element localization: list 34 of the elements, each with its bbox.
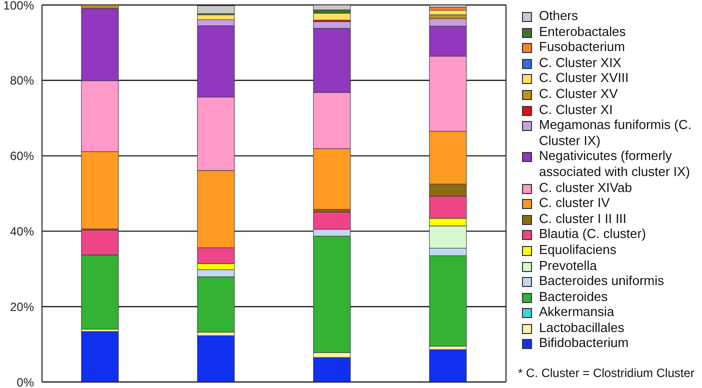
y-tick-label: 80%	[10, 74, 34, 88]
legend-label: Blautia (C. cluster)	[539, 226, 646, 242]
legend-label: C. Cluster XVIII	[539, 70, 629, 86]
y-tick-label: 40%	[10, 224, 34, 238]
bar	[429, 5, 467, 8]
bar	[313, 5, 351, 10]
bar	[429, 10, 467, 16]
legend-label: C. cluster IV	[539, 195, 610, 211]
legend-label: Bacteroides	[539, 288, 608, 304]
bar	[81, 331, 119, 382]
legend-label: Bacteroides uniformis	[539, 273, 664, 289]
y-tick-label: 20%	[10, 300, 34, 314]
text: * C. Cluster = Clostridium Cluster	[518, 366, 694, 380]
legend-label: C. Cluster XV	[539, 86, 618, 102]
legend-label: Others	[539, 8, 578, 24]
legend-label: Akkermansia	[539, 304, 614, 320]
legend-label: C. cluster XIVab	[539, 180, 632, 196]
bar	[313, 357, 351, 382]
legend-label: Megamonas funiformis (C. Cluster IX)	[539, 117, 692, 148]
y-tick-label: 100%	[3, 0, 34, 12]
y-tick-label: 60%	[10, 149, 34, 164]
legend-label: Equolifaciens	[539, 242, 616, 258]
legend-label: Prevotella	[539, 258, 597, 274]
y-tick-label: 0%	[16, 375, 34, 388]
legend-label: C. Cluster XI	[539, 102, 613, 118]
bar	[197, 335, 235, 382]
legend-label: Bifidobacterium	[539, 335, 629, 352]
legend-label: Lactobacillales	[539, 320, 624, 336]
legend-label: Fusobacterium	[539, 39, 625, 55]
legend-label: Negativicutes (formerly associated with cluster IX)	[539, 148, 692, 180]
legend-label: Enterobactales	[539, 24, 626, 40]
legend-label: C. cluster I II III	[539, 210, 626, 226]
bar	[429, 349, 467, 382]
legend-label: C. Cluster XIX	[539, 54, 622, 70]
